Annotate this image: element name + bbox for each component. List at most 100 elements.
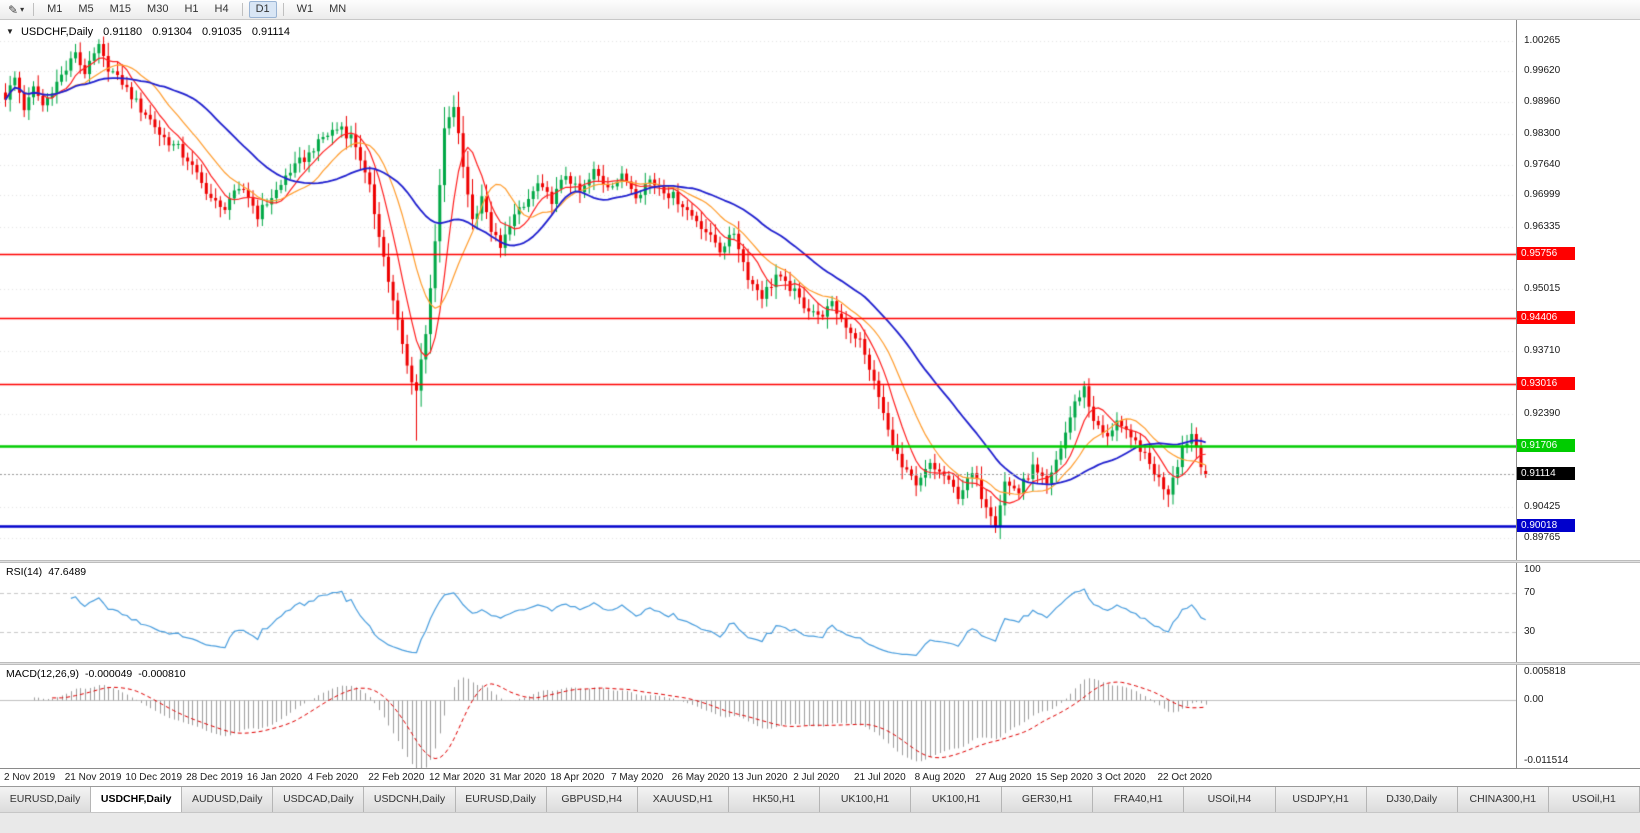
time-axis-label: 22 Feb 2020 bbox=[368, 772, 425, 783]
chart-symbol-label: USDCHF,Daily bbox=[20, 26, 94, 38]
time-axis-label: 2 Nov 2019 bbox=[4, 772, 56, 783]
time-axis-label: 28 Dec 2019 bbox=[186, 772, 243, 783]
timeframe-button-m5[interactable]: M5 bbox=[78, 3, 94, 15]
macd-main-value: -0.000049 bbox=[84, 668, 133, 680]
price-axis-label: 0.97640 bbox=[1524, 158, 1561, 170]
chart-title: ▼ USDCHF,Daily 0.91180 0.91304 0.91035 0… bbox=[6, 26, 290, 38]
toolbar-separator bbox=[241, 3, 243, 16]
time-axis[interactable]: 2 Nov 2019 21 Nov 2019 10 Dec 2019 28 Dec 2… bbox=[0, 768, 1640, 786]
macd-axis[interactable]: 0.005818 0.00 -0.011514 bbox=[1516, 665, 1640, 768]
time-axis-label: 22 Oct 2020 bbox=[1157, 772, 1212, 783]
macd-canvas[interactable] bbox=[0, 665, 1516, 768]
rsi-panel: RSI(14) 47.6489 100 70 30 bbox=[0, 563, 1640, 662]
chart-tools-button[interactable]: ✎ ▾ bbox=[4, 4, 28, 16]
chart-tab-xauusd-h1[interactable]: XAUUSD,H1 bbox=[637, 787, 729, 812]
chart-tab-usdcnh-daily[interactable]: USDCNH,Daily bbox=[364, 787, 456, 812]
timeframe-toolbar: ✎ ▾ M1 M5 M15 M30 H1 H4 D1 W1 MN bbox=[0, 0, 1640, 20]
bar-open-value: 0.91180 bbox=[103, 26, 143, 38]
price-axis-label: 0.89765 bbox=[1524, 531, 1561, 543]
chart-tab-usdchf-daily[interactable]: USDCHF,Daily bbox=[91, 787, 183, 812]
rsi-axis-label: 100 bbox=[1524, 564, 1541, 575]
rsi-canvas[interactable] bbox=[0, 563, 1516, 662]
price-axis-label: 0.96999 bbox=[1524, 189, 1561, 201]
macd-label: MACD(12,26,9) -0.000049 -0.000810 bbox=[6, 668, 186, 680]
chart-tab-ger30-h1[interactable]: GER30,H1 bbox=[1002, 787, 1094, 812]
time-axis-label: 26 May 2020 bbox=[671, 772, 730, 783]
time-axis-label: 7 May 2020 bbox=[611, 772, 664, 783]
time-axis-label: 3 Oct 2020 bbox=[1096, 772, 1146, 783]
time-axis-label: 21 Jul 2020 bbox=[853, 772, 906, 783]
hline-price-badge: 0.94406 bbox=[1517, 311, 1575, 325]
chart-tab-usdjpy-h1[interactable]: USDJPY,H1 bbox=[1275, 787, 1367, 812]
price-axis-label: 0.98960 bbox=[1524, 96, 1561, 108]
time-axis-label: 27 Aug 2020 bbox=[975, 772, 1032, 783]
bar-close-value: 0.91114 bbox=[251, 26, 290, 38]
pencil-icon: ✎ bbox=[8, 2, 19, 17]
current-price-badge: 0.91114 bbox=[1517, 467, 1575, 481]
dropdown-caret-icon: ▾ bbox=[20, 5, 25, 14]
chart-tab-gbpusd-h4[interactable]: GBPUSD,H4 bbox=[546, 787, 638, 812]
chart-tab-china300-h1[interactable]: CHINA300,H1 bbox=[1457, 787, 1549, 812]
rsi-value: 47.6489 bbox=[48, 566, 87, 578]
time-axis-label: 21 Nov 2019 bbox=[64, 772, 122, 783]
chart-tab-eurusd-daily[interactable]: EURUSD,Daily bbox=[0, 787, 92, 812]
time-axis-label: 12 Mar 2020 bbox=[428, 772, 486, 783]
rsi-label: RSI(14) 47.6489 bbox=[6, 566, 86, 578]
rsi-axis[interactable]: 100 70 30 bbox=[1516, 563, 1640, 662]
chart-tab-fra40-h1[interactable]: FRA40,H1 bbox=[1093, 787, 1185, 812]
chart-tab-uk100-h1[interactable]: UK100,H1 bbox=[911, 787, 1003, 812]
price-axis-label: 1.00265 bbox=[1524, 34, 1561, 46]
timeframe-button-m15[interactable]: M15 bbox=[109, 3, 132, 15]
toolbar-separator bbox=[33, 3, 35, 16]
macd-axis-label: -0.011514 bbox=[1524, 755, 1569, 766]
time-axis-label: 18 Apr 2020 bbox=[550, 772, 605, 783]
price-axis-label: 0.99620 bbox=[1524, 65, 1561, 77]
chart-tab-usoil-h1[interactable]: USOil,H1 bbox=[1548, 787, 1640, 812]
price-axis-label: 0.96335 bbox=[1524, 220, 1561, 232]
bar-low-value: 0.91035 bbox=[202, 26, 242, 38]
time-axis-label: 13 Jun 2020 bbox=[732, 772, 788, 783]
toolbar-separator bbox=[282, 3, 284, 16]
chart-tab-dj30-daily[interactable]: DJ30,Daily bbox=[1366, 787, 1458, 812]
timeframe-button-w1[interactable]: W1 bbox=[296, 3, 314, 15]
timeframe-buttons: M1 M5 M15 M30 H1 H4 D1 W1 MN bbox=[39, 1, 354, 18]
chart-tab-uk100-h1[interactable]: UK100,H1 bbox=[819, 787, 912, 812]
macd-name: MACD(12,26,9) bbox=[6, 668, 79, 680]
chart-tabs-bar: EURUSD,Daily USDCHF,Daily AUDUSD,Daily USDC… bbox=[0, 786, 1640, 812]
macd-signal-value: -0.000810 bbox=[138, 668, 186, 680]
price-axis-label: 0.95015 bbox=[1524, 283, 1561, 295]
price-axis-label: 0.93710 bbox=[1524, 345, 1561, 357]
chart-tab-usdcad-daily[interactable]: USDCAD,Daily bbox=[273, 787, 365, 812]
timeframe-button-m30[interactable]: M30 bbox=[147, 3, 169, 15]
rsi-axis-label: 30 bbox=[1524, 626, 1536, 638]
hline-price-badge: 0.95756 bbox=[1517, 247, 1575, 261]
time-axis-label: 15 Sep 2020 bbox=[1036, 772, 1093, 783]
price-chart-canvas[interactable] bbox=[0, 20, 1516, 560]
chart-tab-hk50-h1[interactable]: HK50,H1 bbox=[728, 787, 820, 812]
macd-axis-label: 0.00 bbox=[1524, 693, 1544, 705]
chart-tab-audusd-daily[interactable]: AUDUSD,Daily bbox=[182, 787, 274, 812]
panel-splitter[interactable] bbox=[0, 662, 1640, 665]
timeframe-button-m1[interactable]: M1 bbox=[47, 3, 63, 15]
collapse-triangle-icon[interactable]: ▼ bbox=[6, 27, 14, 36]
hline-price-badge: 0.91706 bbox=[1517, 439, 1575, 453]
timeframe-button-h4[interactable]: H4 bbox=[214, 3, 229, 15]
timeframe-button-h1[interactable]: H1 bbox=[184, 3, 199, 15]
time-axis-label: 2 Jul 2020 bbox=[793, 772, 840, 783]
window-filler bbox=[0, 812, 1640, 833]
hline-price-badge: 0.90018 bbox=[1517, 518, 1575, 532]
timeframe-button-d1[interactable]: D1 bbox=[248, 1, 277, 18]
price-axis-label: 0.98300 bbox=[1524, 127, 1561, 139]
time-axis-label: 4 Feb 2020 bbox=[307, 772, 359, 783]
timeframe-button-mn[interactable]: MN bbox=[329, 3, 347, 15]
macd-panel: MACD(12,26,9) -0.000049 -0.000810 0.005818… bbox=[0, 665, 1640, 768]
panel-splitter[interactable] bbox=[0, 560, 1640, 563]
chart-tab-usoil-h4[interactable]: USOil,H4 bbox=[1184, 787, 1276, 812]
macd-axis-label: 0.005818 bbox=[1524, 666, 1566, 677]
hline-price-badge: 0.93016 bbox=[1517, 376, 1575, 390]
price-chart-panel: ▼ USDCHF,Daily 0.91180 0.91304 0.91035 0… bbox=[0, 20, 1640, 560]
chart-tab-eurusd-daily[interactable]: EURUSD,Daily bbox=[455, 787, 547, 812]
time-axis-label: 8 Aug 2020 bbox=[914, 772, 966, 783]
price-axis[interactable]: 1.00265 0.99620 0.98960 0.98300 0.97640 0.969… bbox=[1516, 20, 1640, 560]
price-axis-label: 0.90425 bbox=[1524, 500, 1561, 512]
